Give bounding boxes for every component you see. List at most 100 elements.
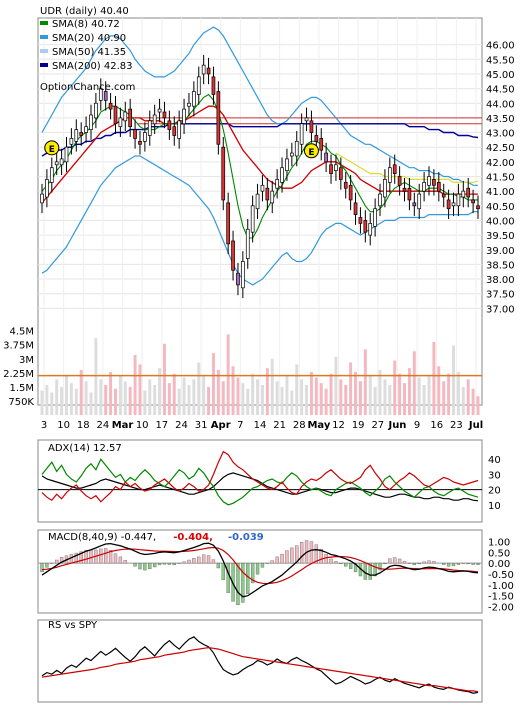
macd-y-tick: 0.50 bbox=[488, 548, 510, 559]
macd-y-tick: -2.00 bbox=[488, 603, 514, 614]
price-y-tick: 39.50 bbox=[486, 231, 515, 242]
candle-body bbox=[397, 176, 402, 186]
macd-histogram-bar bbox=[280, 553, 284, 564]
macd-y-tick: 0.00 bbox=[488, 559, 510, 570]
legend-swatch bbox=[40, 21, 48, 25]
macd-histogram-bar bbox=[162, 562, 167, 565]
macd-histogram-bar bbox=[113, 553, 118, 564]
price-y-tick: 40.50 bbox=[486, 202, 515, 213]
candle-body bbox=[255, 193, 260, 210]
candle-body bbox=[196, 76, 201, 95]
macd-histogram-bar bbox=[427, 560, 431, 564]
volume-bar bbox=[118, 375, 122, 415]
rs-series-line bbox=[41, 646, 479, 693]
candle-body bbox=[294, 140, 299, 157]
legend-label: SMA(200) 42.83 bbox=[52, 61, 133, 72]
price-y-tick: 40.00 bbox=[486, 216, 515, 227]
watermark-text: OptionChance.com bbox=[40, 82, 135, 93]
candle-body bbox=[466, 187, 471, 198]
volume-bar bbox=[256, 379, 260, 415]
macd-histogram-bar bbox=[285, 550, 289, 564]
x-tick-label: 24 bbox=[97, 420, 110, 431]
macd-histogram-bar bbox=[329, 558, 333, 564]
macd-histogram-bar bbox=[275, 556, 279, 564]
macd-histogram-bar bbox=[471, 562, 475, 565]
adx-y-tick: 40 bbox=[488, 455, 501, 466]
volume-bar bbox=[65, 375, 68, 415]
volume-bar bbox=[388, 385, 392, 415]
candle-body bbox=[118, 117, 123, 128]
volume-y-tick: 1.5M bbox=[9, 383, 34, 394]
macd-histogram-bar bbox=[378, 562, 382, 571]
volume-bar bbox=[373, 386, 377, 415]
macd-histogram-bar bbox=[99, 548, 103, 564]
candle-body bbox=[373, 208, 377, 227]
x-tick-label: 16 bbox=[430, 420, 443, 431]
volume-bar bbox=[167, 383, 171, 415]
macd-histogram-bar bbox=[334, 561, 338, 564]
candle-body bbox=[285, 158, 289, 171]
candle-body bbox=[299, 123, 304, 145]
volume-bar bbox=[260, 385, 264, 415]
candle-body bbox=[319, 138, 324, 151]
candle-body bbox=[446, 199, 451, 210]
volume-bar bbox=[456, 371, 460, 415]
x-tick-label: Apr bbox=[211, 420, 231, 431]
earnings-marker bbox=[44, 140, 60, 156]
candle-body bbox=[275, 179, 279, 189]
macd-histogram-bar bbox=[167, 562, 172, 565]
candle-body bbox=[79, 132, 84, 136]
candle-body bbox=[231, 240, 235, 271]
candle-body bbox=[143, 132, 147, 142]
macd-panel: 1.000.500.00-0.50-1.00-1.50-2.00 bbox=[38, 537, 514, 614]
candle-body bbox=[108, 102, 113, 110]
candle-body bbox=[177, 120, 181, 139]
volume-bar bbox=[437, 366, 441, 415]
volume-bar bbox=[192, 379, 196, 415]
volume-bar bbox=[40, 390, 44, 415]
volume-bar bbox=[241, 383, 245, 415]
macd-histogram-bar bbox=[250, 562, 255, 584]
macd-histogram-bar bbox=[309, 541, 314, 564]
volume-bar bbox=[275, 381, 279, 415]
candle-body bbox=[436, 182, 441, 192]
candle-body bbox=[353, 202, 358, 215]
volume-bar bbox=[143, 390, 147, 415]
candle-body bbox=[128, 108, 133, 128]
legend-swatch bbox=[40, 49, 48, 53]
volume-bar bbox=[79, 370, 83, 415]
price-title: UDR (daily) 40.40 bbox=[40, 6, 129, 17]
x-tick-label: 12 bbox=[332, 420, 345, 431]
x-tick-label: 18 bbox=[77, 420, 90, 431]
x-tick-label: Jun bbox=[387, 420, 406, 431]
volume-bar bbox=[60, 386, 64, 415]
adx-series-line bbox=[41, 472, 479, 502]
candle-body bbox=[221, 146, 226, 201]
volume-bar bbox=[182, 377, 186, 415]
x-tick-label: 10 bbox=[136, 420, 149, 431]
candle-body bbox=[324, 152, 328, 163]
x-tick-label: 3 bbox=[41, 420, 47, 431]
macd-histogram-bar bbox=[402, 561, 407, 564]
macd-histogram-bar bbox=[412, 562, 416, 566]
legend-label: SMA(20) 40.90 bbox=[52, 33, 126, 44]
volume-bar bbox=[246, 388, 250, 415]
volume-bar bbox=[324, 388, 328, 415]
volume-bar bbox=[50, 392, 54, 415]
rs-series-line bbox=[41, 636, 479, 694]
volume-bar bbox=[265, 368, 269, 415]
macd-histogram-bar bbox=[388, 558, 392, 564]
candle-body bbox=[378, 193, 382, 207]
macd-histogram-bar bbox=[241, 562, 245, 603]
volume-y-tick: 3.75M bbox=[3, 341, 34, 352]
candle-body bbox=[412, 202, 417, 207]
volume-bar bbox=[471, 388, 475, 415]
macd-histogram-bar bbox=[216, 562, 221, 569]
candle-body bbox=[192, 91, 196, 107]
macd-histogram-bar bbox=[324, 554, 328, 564]
volume-bar bbox=[270, 358, 274, 415]
macd-title-prefix: MACD(8,40,9) -0.447, bbox=[48, 532, 156, 543]
rs-panel bbox=[41, 636, 479, 694]
adx-panel: 40 30 20 10 bbox=[38, 450, 501, 512]
